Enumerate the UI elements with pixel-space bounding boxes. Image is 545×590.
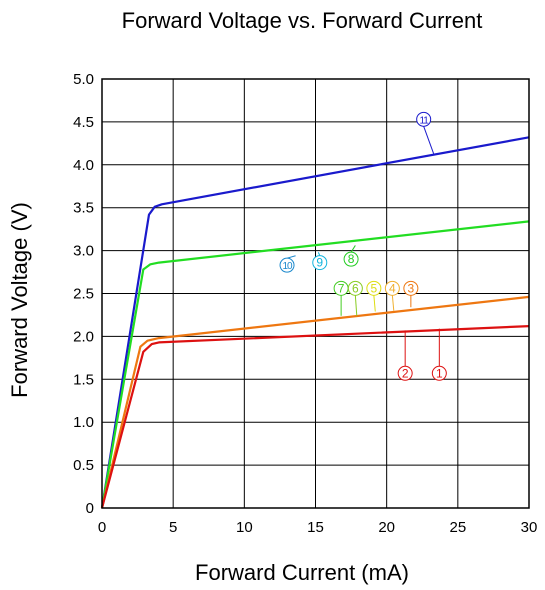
y-tick-label: 4.0 [73, 157, 94, 174]
y-tick-label: 0.5 [73, 457, 94, 474]
annotation-4: 4 [384, 280, 400, 311]
series-line-2 [100, 220, 530, 509]
annotation-number: 5 [371, 281, 378, 295]
series-line-4 [100, 325, 530, 509]
annotation-circle [403, 280, 419, 296]
annotation-leader [423, 126, 435, 154]
annotation-number: 6 [352, 281, 359, 295]
y-tick-label: 3.5 [73, 200, 94, 217]
annotation-9: 9 [312, 252, 328, 271]
plot-frame [101, 78, 530, 509]
annotation-number: 10 [282, 261, 293, 272]
annotation-3: 3 [403, 280, 419, 308]
x-axis-ticks: 0 5 10 15 20 25 30 [98, 519, 538, 536]
annotation-leader [286, 255, 296, 259]
grid [102, 79, 529, 508]
x-tick-label: 0 [98, 519, 106, 536]
y-tick-label: 1.0 [73, 414, 94, 431]
annotation-number: 4 [389, 281, 396, 295]
annotation-2: 2 [397, 330, 413, 381]
annotation-number: 9 [316, 256, 323, 270]
annotation-circle [279, 257, 295, 273]
y-tick-label: 3.0 [73, 243, 94, 260]
annotation-circle [416, 111, 432, 127]
annotation-1: 1 [431, 328, 447, 381]
y-axis-ticks: 0 0.5 1.0 1.5 2.0 2.5 3.0 3.5 4.0 4.5 5.0 [73, 71, 94, 517]
annotation-circle [366, 280, 382, 296]
annotation-6: 6 [347, 280, 363, 316]
x-tick-label: 20 [378, 519, 395, 536]
y-tick-label: 5.0 [73, 71, 94, 88]
annotation-number: 2 [402, 366, 409, 380]
annotation-leader [354, 295, 358, 316]
annotation-leader [350, 245, 356, 253]
annotation-number: 7 [338, 281, 345, 295]
series-line-3 [100, 295, 530, 509]
x-tick-label: 15 [307, 519, 324, 536]
x-tick-label: 5 [169, 519, 177, 536]
x-tick-label: 30 [521, 519, 538, 536]
annotation-circle [312, 255, 328, 271]
annotation-number: 1 [436, 366, 443, 380]
annotation-11: 11 [416, 111, 435, 154]
annotation-leader [373, 295, 376, 312]
annotation-5: 5 [366, 280, 382, 312]
x-axis-label: Forward Current (mA) [195, 560, 409, 585]
y-axis-label: Forward Voltage (V) [7, 202, 32, 398]
annotation-circle [384, 280, 400, 296]
annotation-number: 8 [348, 252, 355, 266]
annotation-circle [343, 251, 359, 267]
annotation-number: 3 [408, 281, 415, 295]
y-tick-label: 1.5 [73, 371, 94, 388]
annotation-leader [391, 295, 395, 311]
annotation-10: 10 [279, 255, 296, 273]
series-annotations: 11 10 9 8 7 6 5 4 3 2 1 [279, 111, 447, 381]
y-tick-label: 4.5 [73, 114, 94, 131]
annotation-leader [317, 252, 321, 256]
series-line-1 [100, 136, 530, 509]
plot-lines [100, 136, 530, 509]
y-tick-label: 2.0 [73, 328, 94, 345]
annotation-7: 7 [333, 280, 349, 316]
annotation-number: 11 [419, 115, 429, 126]
annotation-circle [431, 365, 447, 381]
x-tick-label: 10 [236, 519, 253, 536]
x-tick-label: 25 [449, 519, 466, 536]
annotation-circle [347, 280, 363, 296]
annotation-8: 8 [343, 245, 359, 267]
y-tick-label: 2.5 [73, 286, 94, 303]
chart-title: Forward Voltage vs. Forward Current [122, 8, 483, 33]
y-tick-label: 0 [86, 500, 94, 517]
annotation-circle [397, 365, 413, 381]
